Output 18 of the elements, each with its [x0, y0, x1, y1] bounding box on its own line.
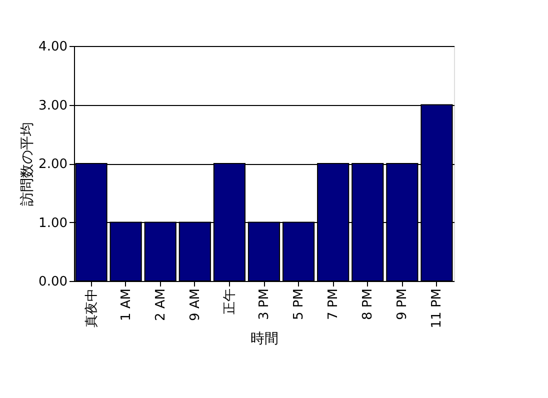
x-tick-label: 9 AM — [188, 288, 203, 322]
x-tick-label: 9 PM — [395, 288, 410, 320]
x-tick-label: 2 AM — [153, 288, 168, 322]
x-tick-label: 真夜中 — [83, 288, 100, 328]
x-tick-label: 7 PM — [326, 288, 342, 320]
x-axis-title: 時間 — [250, 331, 278, 348]
x-tick-label: 正午 — [222, 288, 238, 314]
y-tick-label: 1.00 — [38, 216, 68, 231]
y-tick-label: 3.00 — [38, 98, 68, 114]
x-tick-label: 5 PM — [292, 288, 307, 320]
y-axis-title: 訪問数の平均 — [20, 122, 36, 206]
y-tick-label: 2.00 — [38, 157, 68, 172]
y-tick-label: 4.00 — [38, 40, 68, 54]
x-tick-label: 3 PM — [257, 288, 272, 320]
y-tick-label: 0.00 — [38, 274, 68, 290]
x-tick-label: 11 PM — [430, 288, 445, 328]
x-tick-label: 1 AM — [118, 288, 134, 322]
x-tick-label: 8 PM — [360, 288, 376, 320]
